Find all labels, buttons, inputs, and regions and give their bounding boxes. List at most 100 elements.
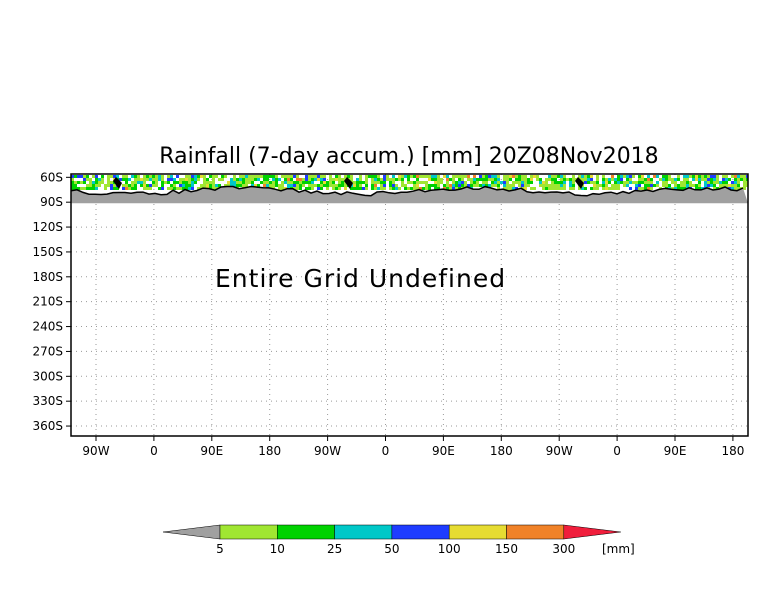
- rain-cell: [431, 175, 434, 178]
- rain-cell: [548, 175, 551, 178]
- rain-cell: [74, 175, 77, 178]
- rain-cell: [275, 184, 278, 187]
- rain-cell: [173, 181, 176, 184]
- rain-cell: [161, 181, 164, 184]
- x-tick-label: 90E: [664, 444, 687, 458]
- rain-cell: [377, 175, 380, 178]
- rain-cell: [371, 184, 374, 187]
- rain-cell: [308, 178, 311, 181]
- x-tick-label: 90W: [314, 444, 341, 458]
- rain-cell: [476, 181, 479, 184]
- x-tick-label: 0: [150, 444, 158, 458]
- rain-cell: [746, 175, 748, 178]
- rain-cell: [512, 187, 515, 190]
- rain-cell: [266, 181, 269, 184]
- colorbar-label: 100: [438, 542, 461, 556]
- rain-cell: [116, 175, 119, 178]
- rain-cell: [191, 175, 194, 178]
- rain-cell: [419, 181, 422, 184]
- rain-cell: [425, 181, 428, 184]
- undefined-grid-annotation: Entire Grid Undefined: [215, 264, 506, 293]
- x-tick-label: 0: [613, 444, 621, 458]
- rain-cell: [290, 184, 293, 187]
- rain-cell: [317, 184, 320, 187]
- rain-cell: [290, 181, 293, 184]
- rain-cell: [140, 181, 143, 184]
- rain-cell: [149, 175, 152, 178]
- rain-cell: [128, 187, 131, 190]
- rain-cell: [107, 178, 110, 181]
- rain-cell: [359, 181, 362, 184]
- rain-cell: [563, 181, 566, 184]
- rain-cell: [710, 184, 713, 187]
- grid-lines: [71, 174, 748, 436]
- rain-cell: [332, 178, 335, 181]
- rain-cell: [554, 187, 557, 190]
- rain-cell: [269, 175, 272, 178]
- rain-cell: [167, 181, 170, 184]
- y-tick-label: 300S: [32, 369, 63, 383]
- rain-cell: [176, 187, 179, 190]
- rain-cell: [590, 187, 593, 190]
- rain-cell: [590, 181, 593, 184]
- rain-cell: [116, 187, 119, 190]
- rain-cell: [734, 181, 737, 184]
- rain-cell: [482, 184, 485, 187]
- rain-cell: [359, 187, 362, 190]
- rain-cell: [626, 175, 629, 178]
- rain-cell: [188, 178, 191, 181]
- rain-cell: [212, 184, 215, 187]
- rain-cell: [254, 175, 257, 178]
- rain-cell: [308, 184, 311, 187]
- rain-cell: [461, 175, 464, 178]
- rain-cell: [83, 181, 86, 184]
- rain-cell: [215, 175, 218, 178]
- rain-cell: [608, 178, 611, 181]
- rain-cell: [560, 178, 563, 181]
- rain-cell: [548, 187, 551, 190]
- x-tick-label: 90W: [82, 444, 109, 458]
- rain-cell: [284, 178, 287, 181]
- y-tick-label: 180S: [32, 270, 63, 284]
- rain-cell: [332, 181, 335, 184]
- rain-cell: [317, 178, 320, 181]
- rain-cell: [731, 175, 734, 178]
- rain-cell: [722, 175, 725, 178]
- rain-cell: [734, 175, 737, 178]
- rain-cell: [239, 178, 242, 181]
- rain-cell: [596, 178, 599, 181]
- rain-cell: [326, 184, 329, 187]
- rain-cell: [545, 187, 548, 190]
- rain-cell: [641, 187, 644, 190]
- rain-cell: [536, 175, 539, 178]
- rain-cell: [638, 181, 641, 184]
- rain-cell: [599, 184, 602, 187]
- rain-cell: [620, 181, 623, 184]
- rain-cell: [554, 178, 557, 181]
- rain-cell: [713, 184, 716, 187]
- rain-cell: [131, 181, 134, 184]
- rain-cell: [323, 175, 326, 178]
- rain-cell: [530, 187, 533, 190]
- rain-cell: [485, 175, 488, 178]
- rain-cell: [737, 178, 740, 181]
- rain-cell: [239, 175, 242, 178]
- rain-cell: [503, 184, 506, 187]
- rain-cell: [668, 175, 671, 178]
- rain-cell: [353, 184, 356, 187]
- rain-cell: [284, 181, 287, 184]
- rain-cell: [512, 181, 515, 184]
- rain-cell: [104, 187, 107, 190]
- rain-cell: [689, 175, 692, 178]
- rain-cell: [677, 184, 680, 187]
- rain-cell: [230, 181, 233, 184]
- colorbar-box: [391, 524, 450, 540]
- rain-cell: [392, 175, 395, 178]
- rain-cell: [248, 181, 251, 184]
- rain-cell: [374, 184, 377, 187]
- rain-cell: [647, 175, 650, 178]
- rain-cell: [647, 187, 650, 190]
- rain-cell: [242, 181, 245, 184]
- rain-cell: [584, 175, 587, 178]
